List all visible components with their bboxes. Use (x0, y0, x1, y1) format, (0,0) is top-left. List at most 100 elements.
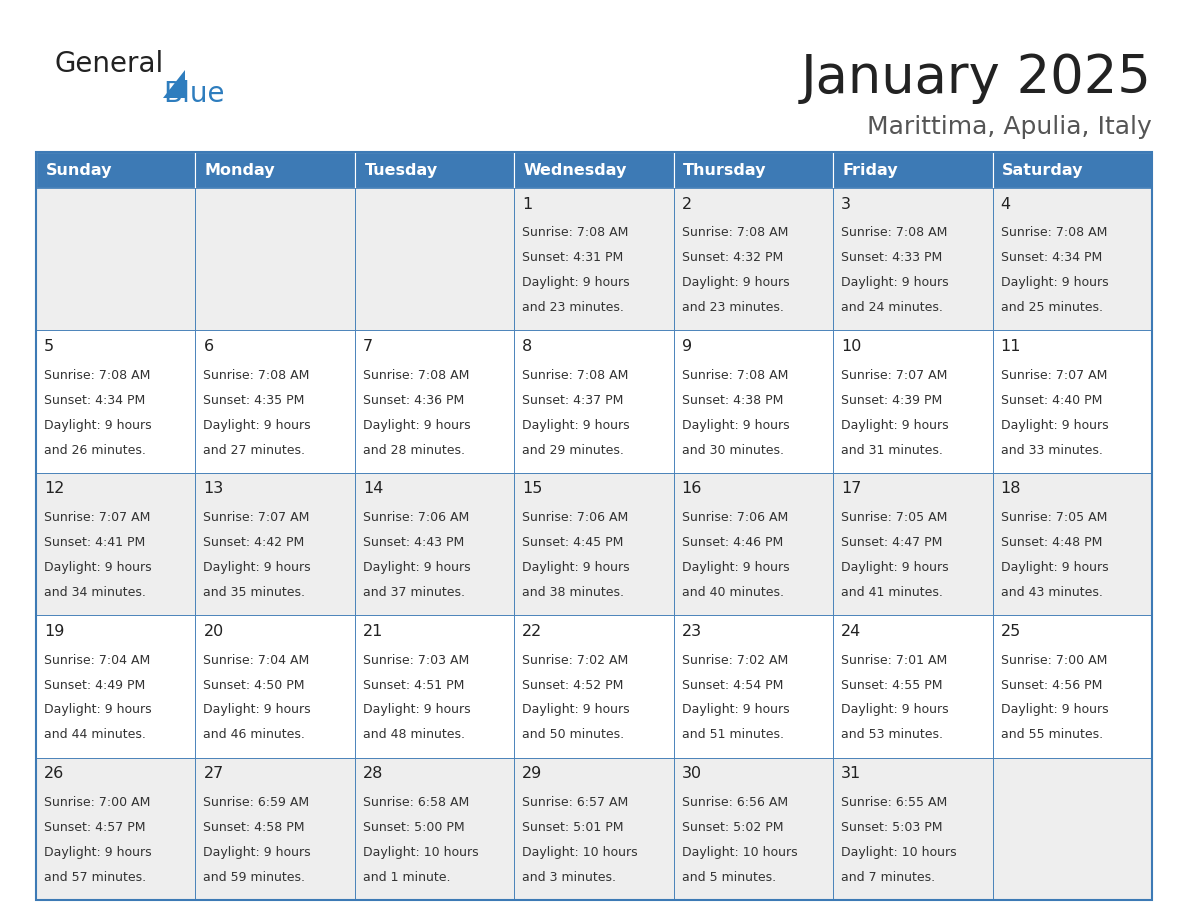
Text: Daylight: 9 hours: Daylight: 9 hours (44, 845, 152, 859)
Text: Sunrise: 7:01 AM: Sunrise: 7:01 AM (841, 654, 947, 666)
Text: and 33 minutes.: and 33 minutes. (1000, 443, 1102, 456)
FancyBboxPatch shape (196, 473, 355, 615)
Text: and 31 minutes.: and 31 minutes. (841, 443, 943, 456)
Text: Sunrise: 7:08 AM: Sunrise: 7:08 AM (44, 369, 151, 382)
Text: 14: 14 (362, 481, 384, 497)
Text: 26: 26 (44, 767, 64, 781)
FancyBboxPatch shape (36, 757, 196, 900)
Text: Sunrise: 7:02 AM: Sunrise: 7:02 AM (523, 654, 628, 666)
Text: and 55 minutes.: and 55 minutes. (1000, 728, 1102, 742)
Text: and 51 minutes.: and 51 minutes. (682, 728, 784, 742)
Text: and 24 minutes.: and 24 minutes. (841, 301, 943, 314)
FancyBboxPatch shape (992, 615, 1152, 757)
Text: Daylight: 10 hours: Daylight: 10 hours (841, 845, 956, 859)
Text: Sunrise: 7:06 AM: Sunrise: 7:06 AM (362, 511, 469, 524)
Text: 15: 15 (523, 481, 543, 497)
Text: Daylight: 9 hours: Daylight: 9 hours (523, 561, 630, 574)
Text: Sunset: 5:01 PM: Sunset: 5:01 PM (523, 821, 624, 834)
Text: Sunrise: 7:04 AM: Sunrise: 7:04 AM (203, 654, 310, 666)
Text: 17: 17 (841, 481, 861, 497)
Text: Sunset: 4:55 PM: Sunset: 4:55 PM (841, 678, 942, 691)
Text: 30: 30 (682, 767, 702, 781)
Text: 8: 8 (523, 339, 532, 354)
Text: Marittima, Apulia, Italy: Marittima, Apulia, Italy (867, 115, 1152, 139)
FancyBboxPatch shape (674, 152, 833, 188)
Text: 28: 28 (362, 767, 384, 781)
FancyBboxPatch shape (355, 757, 514, 900)
FancyBboxPatch shape (355, 152, 514, 188)
Text: Sunset: 5:02 PM: Sunset: 5:02 PM (682, 821, 783, 834)
Text: 13: 13 (203, 481, 223, 497)
Text: and 26 minutes.: and 26 minutes. (44, 443, 146, 456)
Text: Daylight: 9 hours: Daylight: 9 hours (682, 419, 789, 431)
Text: Monday: Monday (206, 162, 276, 177)
Text: 22: 22 (523, 623, 543, 639)
FancyBboxPatch shape (674, 330, 833, 473)
Text: 2: 2 (682, 196, 691, 211)
Text: Daylight: 9 hours: Daylight: 9 hours (362, 419, 470, 431)
Text: 23: 23 (682, 623, 702, 639)
FancyBboxPatch shape (196, 615, 355, 757)
Text: 19: 19 (44, 623, 64, 639)
Text: Sunrise: 7:02 AM: Sunrise: 7:02 AM (682, 654, 788, 666)
Text: Daylight: 9 hours: Daylight: 9 hours (362, 561, 470, 574)
Text: Sunset: 4:54 PM: Sunset: 4:54 PM (682, 678, 783, 691)
Text: Sunrise: 7:05 AM: Sunrise: 7:05 AM (1000, 511, 1107, 524)
Text: Sunrise: 7:08 AM: Sunrise: 7:08 AM (682, 369, 788, 382)
FancyBboxPatch shape (992, 188, 1152, 330)
Text: Daylight: 9 hours: Daylight: 9 hours (1000, 276, 1108, 289)
Text: Sunset: 4:38 PM: Sunset: 4:38 PM (682, 394, 783, 407)
Text: Sunset: 4:57 PM: Sunset: 4:57 PM (44, 821, 145, 834)
Text: Sunrise: 7:08 AM: Sunrise: 7:08 AM (203, 369, 310, 382)
Text: and 46 minutes.: and 46 minutes. (203, 728, 305, 742)
Text: Tuesday: Tuesday (365, 162, 437, 177)
Text: Daylight: 9 hours: Daylight: 9 hours (1000, 703, 1108, 716)
Text: 3: 3 (841, 196, 851, 211)
Text: Daylight: 9 hours: Daylight: 9 hours (682, 703, 789, 716)
Text: Sunrise: 7:00 AM: Sunrise: 7:00 AM (44, 796, 151, 809)
FancyBboxPatch shape (514, 757, 674, 900)
FancyBboxPatch shape (36, 152, 196, 188)
Text: and 1 minute.: and 1 minute. (362, 871, 450, 884)
FancyBboxPatch shape (196, 757, 355, 900)
Text: Sunrise: 7:08 AM: Sunrise: 7:08 AM (841, 227, 948, 240)
Text: Saturday: Saturday (1003, 162, 1083, 177)
Text: and 59 minutes.: and 59 minutes. (203, 871, 305, 884)
Text: Daylight: 9 hours: Daylight: 9 hours (203, 419, 311, 431)
Text: Sunset: 4:36 PM: Sunset: 4:36 PM (362, 394, 465, 407)
Text: Daylight: 10 hours: Daylight: 10 hours (362, 845, 479, 859)
Text: Daylight: 9 hours: Daylight: 9 hours (682, 561, 789, 574)
Text: and 44 minutes.: and 44 minutes. (44, 728, 146, 742)
Text: 5: 5 (44, 339, 55, 354)
FancyBboxPatch shape (514, 188, 674, 330)
FancyBboxPatch shape (833, 188, 992, 330)
Text: Daylight: 9 hours: Daylight: 9 hours (523, 703, 630, 716)
Text: 1: 1 (523, 196, 532, 211)
FancyBboxPatch shape (36, 615, 196, 757)
Text: and 40 minutes.: and 40 minutes. (682, 586, 784, 599)
Text: 25: 25 (1000, 623, 1020, 639)
Text: Wednesday: Wednesday (524, 162, 627, 177)
Text: Sunday: Sunday (45, 162, 112, 177)
Text: and 5 minutes.: and 5 minutes. (682, 871, 776, 884)
Text: Sunrise: 7:08 AM: Sunrise: 7:08 AM (362, 369, 469, 382)
FancyBboxPatch shape (833, 152, 992, 188)
Text: Blue: Blue (163, 80, 225, 108)
Text: 27: 27 (203, 767, 223, 781)
Text: Sunrise: 7:07 AM: Sunrise: 7:07 AM (841, 369, 948, 382)
FancyBboxPatch shape (833, 330, 992, 473)
Text: Sunset: 4:56 PM: Sunset: 4:56 PM (1000, 678, 1102, 691)
Text: Daylight: 9 hours: Daylight: 9 hours (203, 561, 311, 574)
FancyBboxPatch shape (355, 615, 514, 757)
FancyBboxPatch shape (833, 473, 992, 615)
Text: Sunrise: 6:59 AM: Sunrise: 6:59 AM (203, 796, 310, 809)
Text: Sunset: 4:49 PM: Sunset: 4:49 PM (44, 678, 145, 691)
Polygon shape (163, 70, 185, 98)
Text: and 30 minutes.: and 30 minutes. (682, 443, 784, 456)
Text: and 41 minutes.: and 41 minutes. (841, 586, 943, 599)
Text: and 7 minutes.: and 7 minutes. (841, 871, 935, 884)
Text: Sunset: 4:42 PM: Sunset: 4:42 PM (203, 536, 304, 549)
Text: Daylight: 9 hours: Daylight: 9 hours (523, 419, 630, 431)
Text: and 38 minutes.: and 38 minutes. (523, 586, 624, 599)
Text: Daylight: 9 hours: Daylight: 9 hours (362, 703, 470, 716)
